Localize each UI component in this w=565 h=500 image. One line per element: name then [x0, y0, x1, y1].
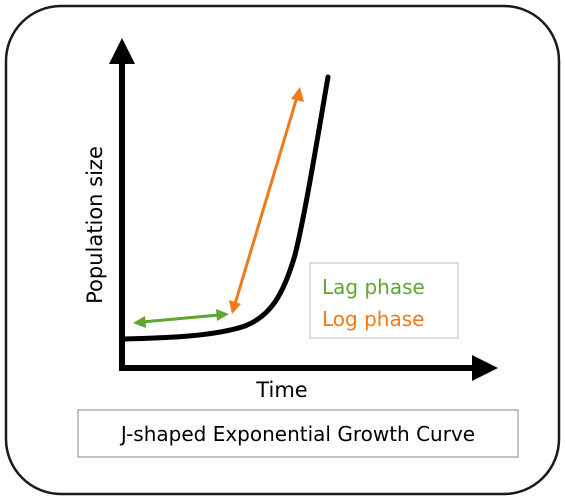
legend-lag-phase: Lag phase	[322, 275, 425, 299]
log-arrowhead-top	[291, 87, 304, 102]
lag-arrowhead-right	[216, 309, 229, 321]
outer-frame	[4, 4, 561, 496]
growth-curve	[119, 74, 331, 342]
x-axis-label: Time	[255, 378, 307, 402]
lag-arrowhead-left	[133, 316, 146, 328]
log-arrowhead-bottom	[229, 300, 241, 314]
y-axis-label: Population size	[83, 146, 107, 304]
x-axis-arrowhead	[472, 355, 498, 381]
y-axis-arrowhead	[109, 38, 135, 64]
caption-box	[77, 409, 519, 458]
legend-box	[309, 262, 459, 339]
log-phase-arrow	[233, 96, 299, 305]
caption-text: J-shaped Exponential Growth Curve	[119, 422, 475, 446]
lag-phase-arrow	[141, 313, 220, 324]
legend-log-phase: Log phase	[322, 307, 424, 331]
